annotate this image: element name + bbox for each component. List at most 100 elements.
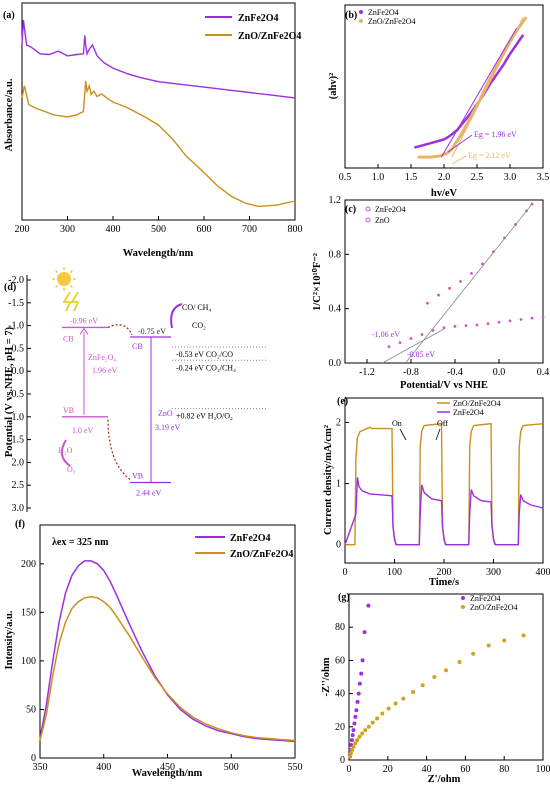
panel-b-legend-label: ZnFe2O4	[368, 8, 399, 17]
panel-a-ylabel: Absorbance/a.u.	[4, 78, 15, 151]
panel-g-series-point	[457, 660, 462, 665]
panel-g-legend-marker	[461, 605, 465, 609]
panel-f-xtick-label: 500	[224, 762, 239, 773]
panel-g-series-point	[351, 744, 356, 749]
panel-e-xtick-label: 0	[343, 567, 348, 578]
panel-g-label: (g)	[338, 592, 350, 603]
panel-g-series-point	[370, 720, 375, 725]
panel-g-series-point	[486, 643, 491, 648]
panel-c-ytick-label: 0.4	[329, 304, 342, 315]
lightning-icon	[70, 291, 80, 312]
panel-f-ytick-label: 0	[31, 753, 36, 764]
panel-c-xtick-label: -0.8	[403, 367, 419, 378]
panel-d-ytick-label: 3.0	[12, 503, 25, 514]
znfe2o4-cb-tag: CB	[63, 334, 74, 343]
panel-b-annotation: Eg = 1.96 eV	[474, 130, 517, 139]
panel-d-ytick-label: 0.0	[12, 366, 25, 377]
panel-g-series-point	[351, 728, 356, 733]
panel-g-series-point	[352, 721, 357, 726]
panel-b-legend-label: ZnO/ZnFe2O4	[368, 17, 416, 26]
znfe2o4-cb-value: -0.96 eV	[70, 316, 98, 325]
panel-e-annotation: On	[392, 419, 402, 428]
panel-e-label: (e)	[337, 396, 348, 407]
panel-g-series-point	[502, 638, 507, 643]
panel-g-ylabel: -Z''/ohm	[321, 657, 332, 696]
panel-b-label: (b)	[345, 10, 357, 21]
panel-g-xlabel: Z'/ohm	[428, 774, 461, 785]
panel-c-legend-marker	[365, 217, 371, 223]
oxygen-label: O₂	[67, 465, 76, 474]
panel-c-series-point	[426, 301, 429, 305]
panel-g-series-point	[355, 738, 360, 743]
panel-g-series-point	[356, 691, 361, 696]
panel-a-xtick-label: 600	[197, 224, 212, 235]
panel-f-legend-label: ZnFe2O4	[230, 533, 271, 544]
electron-transfer-arrow	[107, 324, 133, 336]
panel-g-series-point	[375, 716, 380, 721]
panel-g-series-point	[350, 733, 355, 738]
panel-d-ytick-label: 2.0	[12, 457, 25, 468]
panel-g-series-point	[521, 633, 526, 638]
panel-c-series-point	[492, 250, 495, 254]
znfe2o4-name: ZnFe₂O₄	[88, 353, 116, 362]
sun-ray-icon	[54, 269, 59, 274]
panel-g-xtick-label: 20	[383, 764, 393, 775]
panel-c-series-point	[420, 333, 424, 336]
panel-c-legend-label: ZnO	[375, 216, 390, 225]
sun-ray-icon	[69, 269, 74, 274]
panel-g-series-point	[432, 675, 437, 679]
panel-g-series-point	[348, 754, 353, 759]
panel-f-ytick-label: 150	[21, 607, 36, 618]
panel-e-xtick-label: 200	[437, 567, 452, 578]
panel-g-ytick-label: 60	[335, 655, 345, 666]
panel-f-ytick-label: 50	[26, 704, 36, 715]
panel-c-series-point	[387, 345, 391, 349]
panel-b-xtick-label: 3.0	[504, 172, 517, 183]
panel-c-series-point	[530, 316, 534, 320]
panel-g-series-point	[411, 689, 416, 694]
panel-d-ytick-label: 1.5	[12, 435, 25, 446]
reactant-label: CO₂	[192, 321, 206, 330]
panel-g-series-point	[353, 741, 358, 746]
panel-d-label: (d)	[4, 282, 16, 293]
redox-level-label: -0.53 eV CO₂/CO	[176, 350, 233, 359]
panel-e-ytick-label: 0	[336, 540, 341, 551]
panel-e-annotation-arrow	[435, 428, 441, 441]
panel-g-legend-label: ZnFe2O4	[470, 594, 501, 603]
panel-c-legend-label: ZnFe2O4	[375, 205, 406, 214]
panel-g-series-point	[366, 724, 371, 729]
panel-g-ytick-label: 20	[335, 722, 345, 733]
co2-reduction-arrow	[170, 303, 183, 329]
panel-b-ylabel: (ahv)²	[328, 73, 339, 99]
panel-a-xtick-label: 700	[242, 224, 257, 235]
panel-c-series-point	[409, 337, 413, 340]
panel-b-legend-marker	[359, 10, 363, 14]
panel-a-label: (a)	[3, 10, 15, 21]
panel-a-series-line	[21, 80, 296, 208]
panel-a-legend-label: ZnFe2O4	[238, 13, 279, 24]
panel-a-xtick-label: 300	[60, 224, 75, 235]
panel-c-ylabel: 1/C²×10¹⁰F⁻²	[311, 253, 323, 311]
panel-c-series-point	[519, 318, 523, 321]
panel-g-series-point	[350, 748, 355, 753]
panel-c-tangent-line	[405, 203, 533, 364]
panel-a-xtick-label: 400	[106, 224, 121, 235]
product-label: CO/ CH₄	[182, 303, 211, 312]
panel-g-series-point	[360, 731, 365, 736]
panel-c-annotation: -1.06 eV	[372, 330, 400, 339]
panel-g-xtick-label: 0	[347, 764, 352, 775]
panel-c-series-point	[470, 271, 473, 275]
hole-transfer-arrow	[107, 418, 131, 480]
panel-b-xtick-label: 3.5	[537, 172, 550, 183]
panel-g-xtick-label: 80	[499, 764, 509, 775]
panel-f-ytick-label: 100	[21, 656, 36, 667]
panel-c-series-point	[464, 324, 468, 328]
panel-e-ylabel: Current density/mA/cm²	[323, 425, 334, 535]
panel-c-series-point	[453, 324, 457, 328]
panel-g-series-point	[360, 658, 365, 663]
panel-g-series-point	[359, 671, 364, 676]
panel-d-ytick-label: -1.0	[8, 321, 24, 332]
panel-g-series-point	[357, 734, 362, 739]
zno-cb-value: -0.75 eV	[138, 327, 166, 336]
